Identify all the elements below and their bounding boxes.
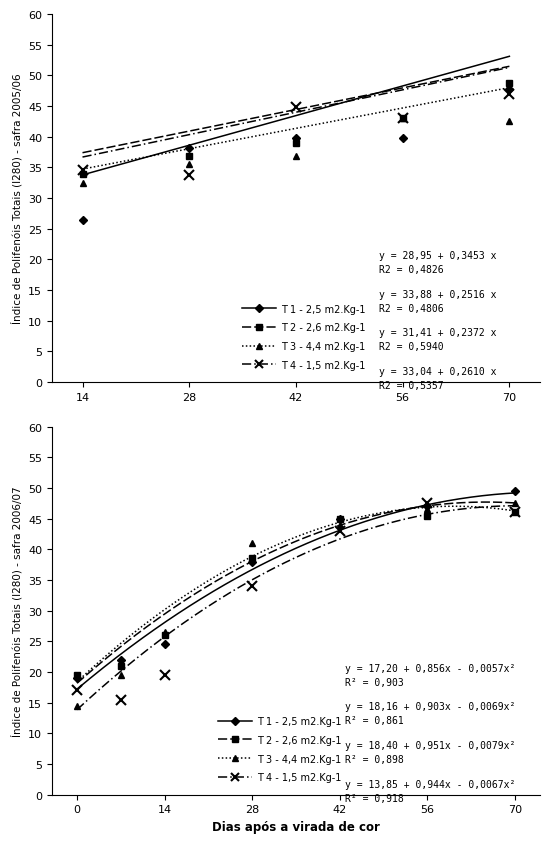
Text: y = 33,88 + 0,2516 x: y = 33,88 + 0,2516 x	[379, 289, 496, 300]
Text: y = 18,40 + 0,951x - 0,0079x²: y = 18,40 + 0,951x - 0,0079x²	[345, 740, 515, 750]
Text: y = 31,41 + 0,2372 x: y = 31,41 + 0,2372 x	[379, 328, 496, 338]
Y-axis label: Índice de Polifenóis Totais (I280) - safra 2005/06: Índice de Polifenóis Totais (I280) - saf…	[11, 73, 23, 324]
X-axis label: Dias após a virada de cor: Dias após a virada de cor	[212, 820, 380, 833]
Text: y = 28,95 + 0,3453 x: y = 28,95 + 0,3453 x	[379, 251, 496, 261]
Text: y = 17,20 + 0,856x - 0,0057x²: y = 17,20 + 0,856x - 0,0057x²	[345, 663, 515, 673]
Y-axis label: Índice de Polifenóis Totais (I280) - safra 2006/07: Índice de Polifenóis Totais (I280) - saf…	[11, 486, 23, 736]
Text: R2 = 0,4826: R2 = 0,4826	[379, 265, 444, 275]
Text: R2 = 0,5940: R2 = 0,5940	[379, 342, 444, 352]
Text: R² = 0,898: R² = 0,898	[345, 754, 403, 764]
Text: R2 = 0,5357: R2 = 0,5357	[379, 381, 444, 391]
Text: R² = 0,861: R² = 0,861	[345, 716, 403, 726]
Text: R² = 0,918: R² = 0,918	[345, 793, 403, 803]
Text: y = 18,16 + 0,903x - 0,0069x²: y = 18,16 + 0,903x - 0,0069x²	[345, 701, 515, 711]
Text: y = 33,04 + 0,2610 x: y = 33,04 + 0,2610 x	[379, 366, 496, 376]
Text: R² = 0,903: R² = 0,903	[345, 677, 403, 687]
Text: R2 = 0,4806: R2 = 0,4806	[379, 303, 444, 313]
Legend: T 1 - 2,5 m2.Kg-1, T 2 - 2,6 m2.Kg-1, T 3 - 4,4 m2.Kg-1, T 4 - 1,5 m2.Kg-1: T 1 - 2,5 m2.Kg-1, T 2 - 2,6 m2.Kg-1, T …	[242, 304, 366, 371]
Legend: T 1 - 2,5 m2.Kg-1, T 2 - 2,6 m2.Kg-1, T 3 - 4,4 m2.Kg-1, T 4 - 1,5 m2.Kg-1: T 1 - 2,5 m2.Kg-1, T 2 - 2,6 m2.Kg-1, T …	[218, 717, 341, 782]
Text: y = 13,85 + 0,944x - 0,0067x²: y = 13,85 + 0,944x - 0,0067x²	[345, 779, 515, 788]
